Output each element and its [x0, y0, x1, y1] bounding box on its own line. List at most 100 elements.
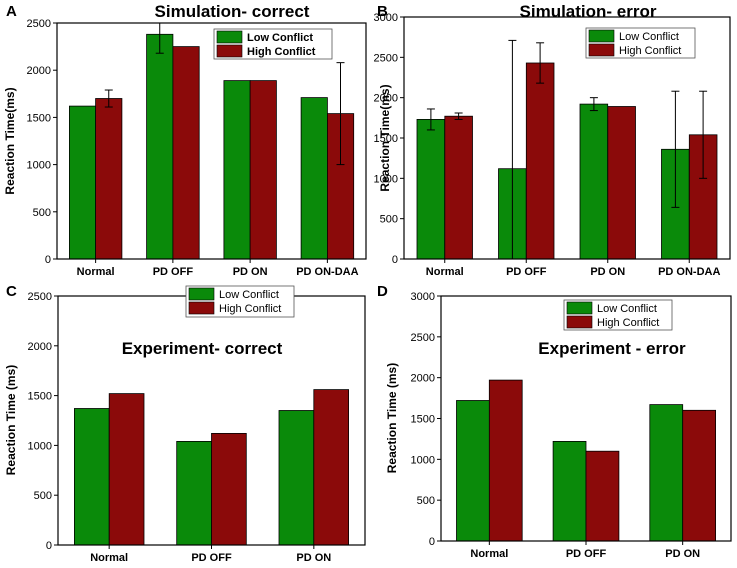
legend-label: Low Conflict	[619, 31, 679, 43]
bar-high-conflict-pd-on	[607, 106, 636, 260]
bar-high-conflict-pd-off	[172, 46, 200, 260]
bar-low-conflict-pd-on	[579, 103, 609, 260]
panel-letter: B	[377, 3, 388, 20]
y-tick-label: 2500	[374, 52, 398, 64]
legend-label: Low Conflict	[597, 303, 657, 315]
y-tick-label: 3000	[411, 291, 435, 303]
legend-swatch	[566, 301, 593, 315]
legend-swatch	[216, 30, 243, 44]
bar-low-conflict-pd-off	[146, 33, 174, 260]
y-tick-label: 1500	[374, 133, 398, 145]
y-tick-label: 2000	[27, 65, 51, 77]
chart-title: Simulation- error	[520, 2, 657, 21]
legend-label: High Conflict	[219, 303, 281, 315]
x-tick-label: PD ON	[665, 548, 700, 560]
bar-high-conflict-pd-off	[211, 432, 247, 546]
y-tick-label: 1000	[28, 440, 52, 452]
legend-label: Low Conflict	[247, 32, 313, 44]
bar-high-conflict-normal	[488, 379, 523, 542]
plot-frame	[440, 295, 732, 542]
legend-swatch	[188, 287, 215, 301]
y-tick-label: 2000	[374, 93, 398, 105]
chart-title: Simulation- correct	[155, 2, 310, 21]
y-tick-label: 2500	[28, 291, 52, 303]
panel-letter: D	[377, 283, 388, 300]
x-tick-label: PD ON	[233, 266, 268, 278]
chart-title: Experiment- correct	[122, 339, 283, 358]
y-tick-label: 2000	[411, 373, 435, 385]
bar-high-conflict-pd-off	[585, 450, 620, 542]
x-tick-label: PD ON-DAA	[296, 266, 358, 278]
x-tick-label: PD ON	[296, 552, 331, 564]
bar-low-conflict-pd-off	[552, 440, 587, 542]
y-tick-label: 1000	[374, 173, 398, 185]
y-tick-label: 0	[45, 254, 51, 266]
y-tick-label: 2500	[411, 332, 435, 344]
y-tick-label: 1500	[27, 112, 51, 124]
y-tick-label: 500	[34, 490, 52, 502]
legend-swatch	[566, 315, 593, 329]
legend-label: Low Conflict	[219, 289, 279, 301]
y-tick-label: 2000	[28, 341, 52, 353]
bar-high-conflict-normal	[95, 98, 123, 260]
bar-high-conflict-pd-off	[525, 62, 555, 260]
legend-swatch	[216, 44, 243, 58]
y-axis-label: Reaction Time (ms)	[4, 365, 18, 475]
y-tick-label: 3000	[374, 12, 398, 24]
x-tick-label: PD ON	[590, 266, 625, 278]
x-tick-label: PD OFF	[153, 266, 194, 278]
x-tick-label: Normal	[426, 266, 464, 278]
bar-low-conflict-normal	[456, 400, 490, 542]
y-tick-label: 1500	[28, 391, 52, 403]
y-axis-label: Reaction Time (ms)	[385, 363, 399, 473]
bar-high-conflict-pd-on	[313, 389, 349, 546]
chart-title: Experiment - error	[538, 339, 686, 358]
x-tick-label: PD ON-DAA	[658, 266, 720, 278]
bar-low-conflict-pd-on	[649, 404, 684, 542]
legend-swatch	[188, 301, 215, 315]
chart-panel-c: C Experiment- correct Reaction Time (ms) No…	[4, 283, 366, 564]
bar-low-conflict-pd-on	[223, 80, 251, 260]
x-tick-label: Normal	[77, 266, 115, 278]
y-axis-label: Reaction Time(ms)	[3, 87, 17, 194]
bar-high-conflict-normal	[108, 393, 145, 546]
legend-label: High Conflict	[597, 317, 659, 329]
bar-high-conflict-pd-on	[249, 80, 277, 260]
plot-frame	[56, 22, 367, 260]
legend-label: High Conflict	[619, 45, 681, 57]
legend-label: High Conflict	[247, 46, 316, 58]
y-tick-label: 2500	[27, 18, 51, 30]
bar-low-conflict-pd-on-daa	[300, 97, 328, 260]
y-tick-label: 1000	[411, 454, 435, 466]
bar-high-conflict-normal	[444, 115, 473, 260]
y-tick-label: 500	[380, 214, 398, 226]
bar-low-conflict-normal	[74, 408, 110, 546]
chart-panel-a: A Simulation- correct Reaction Time(ms) Nor…	[3, 2, 367, 278]
y-tick-label: 1500	[411, 414, 435, 426]
panel-letter: A	[6, 3, 17, 20]
y-tick-label: 0	[46, 540, 52, 552]
chart-panel-b: B Simulation- error Reaction Time(ms) Norma…	[374, 2, 731, 278]
y-axis-label: Reaction Time(ms)	[378, 84, 392, 191]
panel-letter: C	[6, 283, 17, 300]
y-tick-label: 0	[429, 536, 435, 548]
y-tick-label: 500	[417, 495, 435, 507]
x-tick-label: PD OFF	[191, 552, 232, 564]
chart-panel-d: D Experiment - error Reaction Time (ms) Nor…	[377, 283, 732, 560]
x-tick-label: Normal	[90, 552, 128, 564]
x-tick-label: PD OFF	[566, 548, 607, 560]
x-tick-label: PD OFF	[506, 266, 547, 278]
bar-low-conflict-normal	[69, 105, 97, 260]
legend-swatch	[588, 43, 615, 57]
bar-high-conflict-pd-on	[682, 409, 717, 542]
y-tick-label: 500	[33, 207, 51, 219]
bar-low-conflict-normal	[416, 119, 446, 260]
x-tick-label: Normal	[470, 548, 508, 560]
plot-frame	[403, 16, 731, 260]
bar-low-conflict-pd-off	[176, 440, 212, 546]
y-tick-label: 1000	[27, 160, 51, 172]
bar-low-conflict-pd-on	[278, 410, 315, 546]
legend-swatch	[588, 29, 615, 43]
y-tick-label: 0	[392, 254, 398, 266]
